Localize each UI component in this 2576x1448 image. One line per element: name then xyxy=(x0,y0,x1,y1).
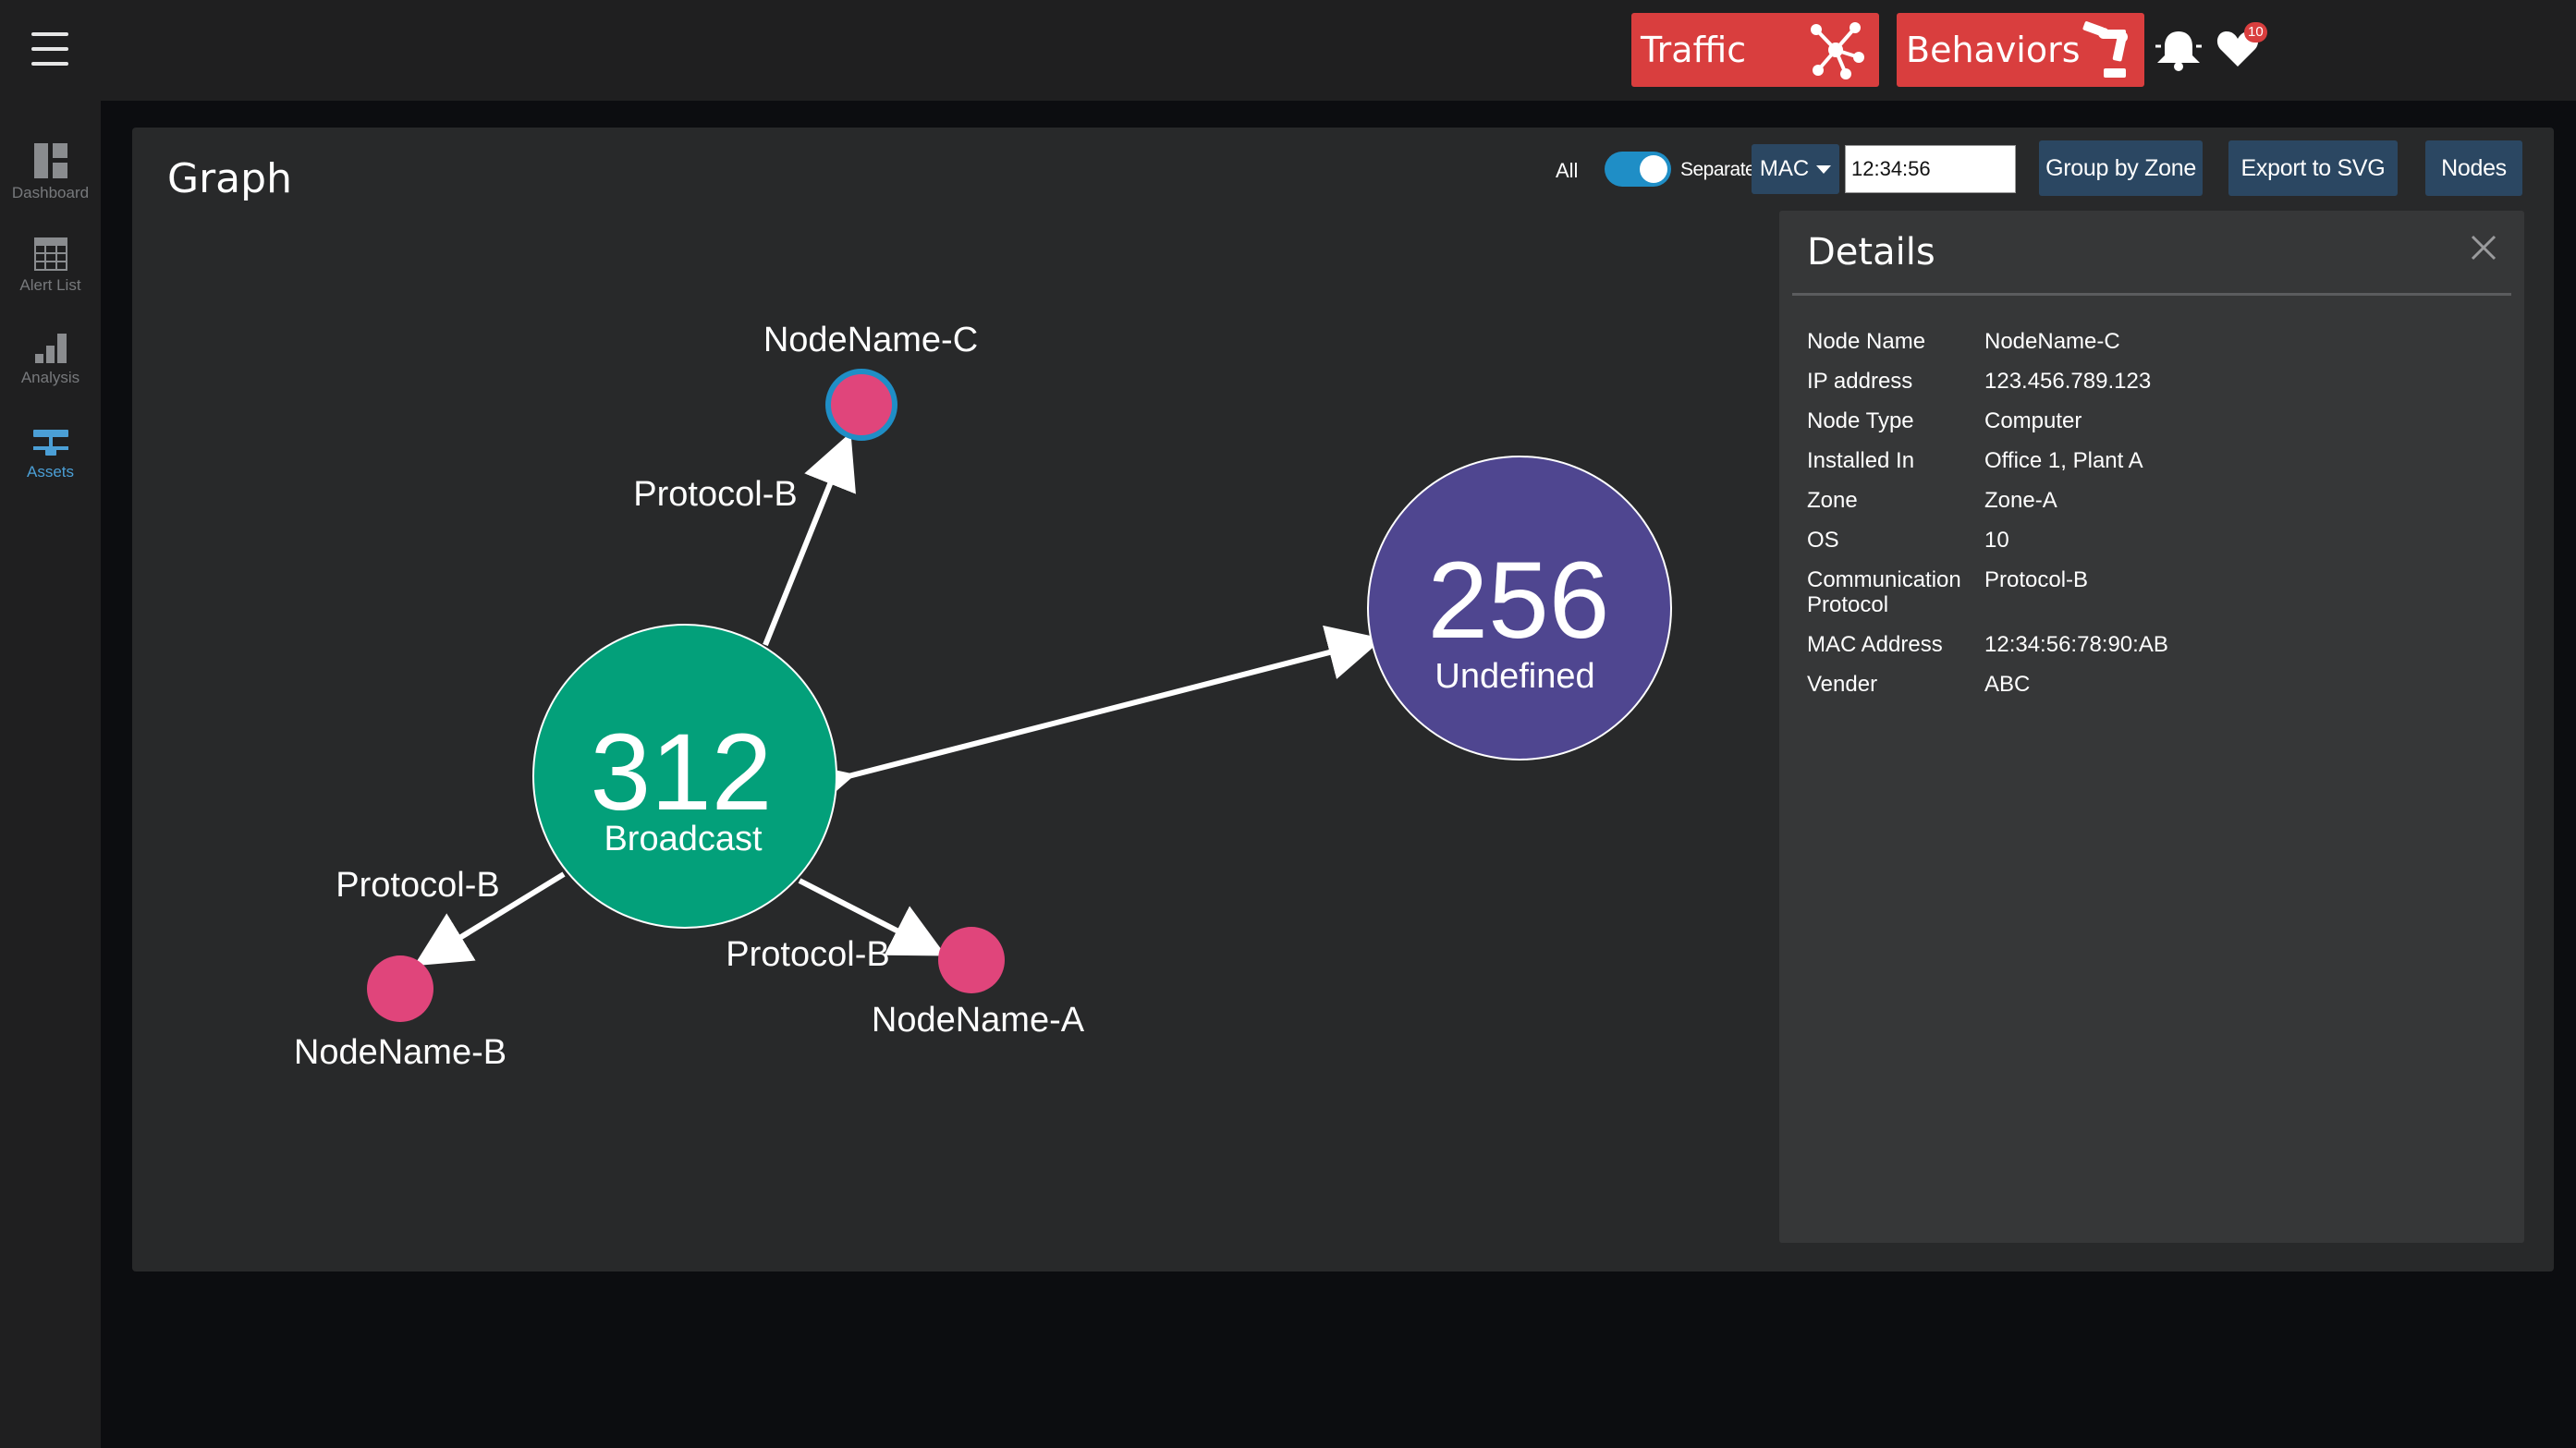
node-b-label: NodeName-B xyxy=(294,1033,507,1072)
table-icon xyxy=(33,237,67,271)
undefined-label: Undefined xyxy=(1435,657,1594,696)
details-row: Vender ABC xyxy=(1807,672,2491,697)
behaviors-button-label: Behaviors xyxy=(1906,30,2081,70)
details-row: Zone Zone-A xyxy=(1807,488,2491,513)
details-key: OS xyxy=(1807,528,1839,553)
sidebar-item-label: Assets xyxy=(26,463,75,481)
sidebar-item-analysis[interactable]: Analysis xyxy=(0,334,101,419)
chevron-down-icon xyxy=(1816,164,1832,174)
details-value: ABC xyxy=(1984,672,2031,697)
details-row: MAC Address 12:34:56:78:90:AB xyxy=(1807,632,2491,657)
mac-search-input[interactable] xyxy=(1845,145,2016,193)
edge-label-a: Protocol-B xyxy=(726,935,889,974)
mac-select-value: MAC xyxy=(1759,156,1810,181)
details-row: Node Name NodeName-C xyxy=(1807,329,2491,354)
top-bar: Traffic Behaviors xyxy=(0,0,2576,101)
node-undefined[interactable]: 256 Undefined xyxy=(1367,456,1672,761)
details-value: 123.456.789.123 xyxy=(1984,369,2152,394)
network-graph-icon xyxy=(1811,22,1864,79)
edge-label-b: Protocol-B xyxy=(336,866,499,905)
details-row: Installed In Office 1, Plant A xyxy=(1807,448,2491,473)
graph-panel: Graph 312 Broadcast 256 Undefined NodeNa… xyxy=(132,128,2554,1272)
details-key: Node Type xyxy=(1807,408,1914,433)
node-a-label: NodeName-A xyxy=(872,1001,1085,1040)
details-key: Installed In xyxy=(1807,448,1915,473)
export-svg-button[interactable]: Export to SVG xyxy=(2228,140,2398,196)
edge-broadcast-to-b[interactable] xyxy=(413,871,566,967)
details-value: Office 1, Plant A xyxy=(1984,448,2143,473)
details-value: 12:34:56:78:90:AB xyxy=(1984,632,2168,657)
details-key: Communication Protocol xyxy=(1807,567,1961,617)
close-icon[interactable] xyxy=(2471,235,2497,261)
details-key: MAC Address xyxy=(1807,632,1943,657)
all-label: All xyxy=(1556,159,1579,182)
sidebar-item-label: Analysis xyxy=(20,369,80,386)
page-title: Graph xyxy=(167,155,292,202)
bar-chart-icon xyxy=(34,334,67,363)
details-divider xyxy=(1792,293,2511,296)
hamburger-menu-icon[interactable] xyxy=(31,32,68,66)
details-row: OS 10 xyxy=(1807,528,2491,553)
undefined-count: 256 xyxy=(1428,540,1610,662)
details-value: Protocol-B xyxy=(1984,567,2089,592)
traffic-button[interactable]: Traffic xyxy=(1631,13,1879,87)
details-panel: Details Node Name NodeName-C IP address 12… xyxy=(1779,211,2524,1243)
details-value: Zone-A xyxy=(1984,488,2057,513)
sidebar: Dashboard Alert List Analysis Assets xyxy=(0,101,101,1448)
traffic-button-label: Traffic xyxy=(1641,30,1747,70)
sidebar-item-dashboard[interactable]: Dashboard xyxy=(0,143,101,228)
robot-arm-icon xyxy=(2082,21,2128,78)
dashboard-icon xyxy=(33,143,67,178)
details-key: IP address xyxy=(1807,369,1913,394)
nodes-button[interactable]: Nodes xyxy=(2425,140,2522,196)
details-title: Details xyxy=(1807,231,1935,274)
separate-toggle[interactable] xyxy=(1605,152,1671,187)
sidebar-item-alert-list[interactable]: Alert List xyxy=(0,237,101,322)
broadcast-label: Broadcast xyxy=(604,820,763,858)
notification-badge: 10 xyxy=(2244,22,2267,43)
node-a[interactable]: NodeName-A xyxy=(872,927,1085,1040)
node-broadcast[interactable]: 312 Broadcast xyxy=(532,624,837,929)
node-c[interactable]: NodeName-C xyxy=(763,321,978,441)
node-b[interactable]: NodeName-B xyxy=(294,955,507,1072)
edge-broadcast-to-undefined[interactable] xyxy=(795,625,1384,816)
broadcast-count: 312 xyxy=(591,712,773,834)
sidebar-item-assets[interactable]: Assets xyxy=(0,428,101,513)
details-value: Computer xyxy=(1984,408,2082,433)
details-row: IP address 123.456.789.123 xyxy=(1807,369,2491,394)
mac-select[interactable]: MAC xyxy=(1752,144,1839,194)
details-list: Node Name NodeName-C IP address 123.456.78… xyxy=(1807,329,2491,712)
details-row: Node Type Computer xyxy=(1807,408,2491,433)
network-icon xyxy=(32,430,68,456)
sidebar-item-label: Dashboard xyxy=(11,184,90,201)
separate-label: Separate xyxy=(1680,159,1756,180)
details-value: NodeName-C xyxy=(1984,329,2120,354)
network-graph[interactable]: 312 Broadcast 256 Undefined NodeName-C N… xyxy=(132,128,1777,1272)
sidebar-item-label: Alert List xyxy=(19,276,81,294)
alarm-bell-icon[interactable] xyxy=(2152,26,2205,72)
node-c-label: NodeName-C xyxy=(763,321,978,359)
details-row: Communication Protocol Protocol-B xyxy=(1807,567,2491,617)
behaviors-button[interactable]: Behaviors xyxy=(1897,13,2144,87)
edge-broadcast-to-c[interactable] xyxy=(763,432,856,647)
group-by-zone-button[interactable]: Group by Zone xyxy=(2039,140,2203,196)
edge-broadcast-to-a[interactable] xyxy=(798,878,946,956)
details-key: Vender xyxy=(1807,672,1878,697)
details-key: Zone xyxy=(1807,488,1858,513)
edge-label-c: Protocol-B xyxy=(633,475,797,514)
details-value: 10 xyxy=(1984,528,2009,553)
details-key: Node Name xyxy=(1807,329,1926,354)
